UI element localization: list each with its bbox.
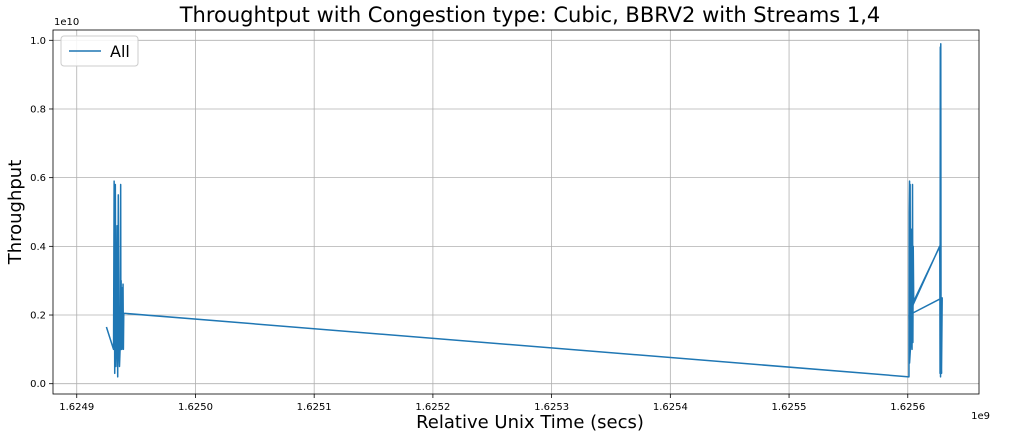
- plot-area: [105, 42, 943, 378]
- y-offset-label: 1e10: [54, 17, 79, 28]
- y-tick-label: 0.4: [30, 242, 46, 253]
- legend: All: [60, 35, 139, 67]
- grid-lines: [53, 30, 979, 394]
- x-tick-label: 1.6256: [890, 402, 925, 413]
- x-tick-label: 1.6249: [59, 402, 94, 413]
- y-tick-label: 0.6: [30, 173, 46, 184]
- legend-label-all: All: [110, 42, 130, 61]
- x-tick-label: 1.6254: [653, 402, 688, 413]
- y-tick-label: 0.2: [30, 311, 46, 322]
- x-tick-label: 1.6253: [534, 402, 569, 413]
- x-tick-label: 1.6250: [178, 402, 213, 413]
- axes-frame: [52, 29, 980, 395]
- y-tick-label: 0.0: [30, 379, 46, 390]
- y-axis-label: Throughput: [5, 160, 26, 266]
- y-axis: 0.0 0.2 0.4 0.6 0.8 1.0: [30, 36, 53, 390]
- y-tick-label: 1.0: [30, 36, 46, 47]
- x-axis: 1.6249 1.6250 1.6251 1.6252 1.6253 1.6254 1.62…: [59, 394, 925, 413]
- x-tick-label: 1.6252: [415, 402, 450, 413]
- y-tick-label: 0.8: [30, 104, 46, 115]
- x-tick-label: 1.6255: [772, 402, 807, 413]
- x-tick-label: 1.6251: [297, 402, 332, 413]
- x-offset-label: 1e9: [971, 411, 990, 422]
- chart-title: Throughtput with Congestion type: Cubic,…: [179, 3, 881, 27]
- x-axis-label: Relative Unix Time (secs): [416, 412, 644, 433]
- series-line-all: [105, 42, 943, 378]
